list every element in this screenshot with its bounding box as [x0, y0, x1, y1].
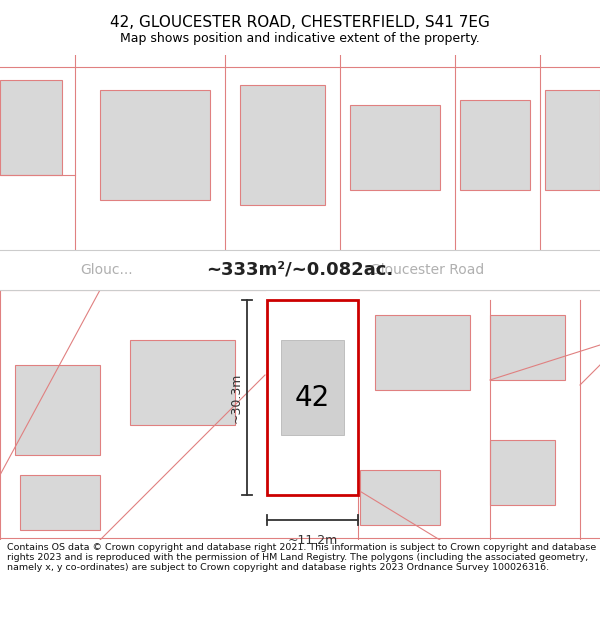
Bar	[350, 105, 440, 190]
Text: Gloucester Road: Gloucester Road	[370, 263, 484, 277]
Text: ~30.3m: ~30.3m	[229, 372, 242, 423]
Text: Glouc...: Glouc...	[80, 263, 133, 277]
Bar	[375, 315, 470, 390]
Text: 42, GLOUCESTER ROAD, CHESTERFIELD, S41 7EG: 42, GLOUCESTER ROAD, CHESTERFIELD, S41 7…	[110, 16, 490, 31]
Bar	[490, 315, 565, 380]
Bar	[0, 80, 62, 175]
Bar	[0, 250, 600, 290]
Bar	[240, 85, 325, 205]
Bar	[360, 470, 440, 525]
Bar	[460, 100, 530, 190]
Text: ~333m²/~0.082ac.: ~333m²/~0.082ac.	[206, 261, 394, 279]
Bar	[545, 90, 600, 190]
Text: ~11.2m: ~11.2m	[287, 534, 338, 547]
Bar	[281, 340, 344, 435]
Bar	[20, 475, 100, 530]
Bar	[490, 440, 555, 505]
Text: Map shows position and indicative extent of the property.: Map shows position and indicative extent…	[120, 32, 480, 45]
Bar	[130, 340, 235, 425]
Bar	[267, 300, 358, 495]
Text: Contains OS data © Crown copyright and database right 2021. This information is : Contains OS data © Crown copyright and d…	[7, 542, 596, 572]
Text: 42: 42	[295, 384, 330, 411]
Bar	[15, 365, 100, 455]
Bar	[100, 90, 210, 200]
